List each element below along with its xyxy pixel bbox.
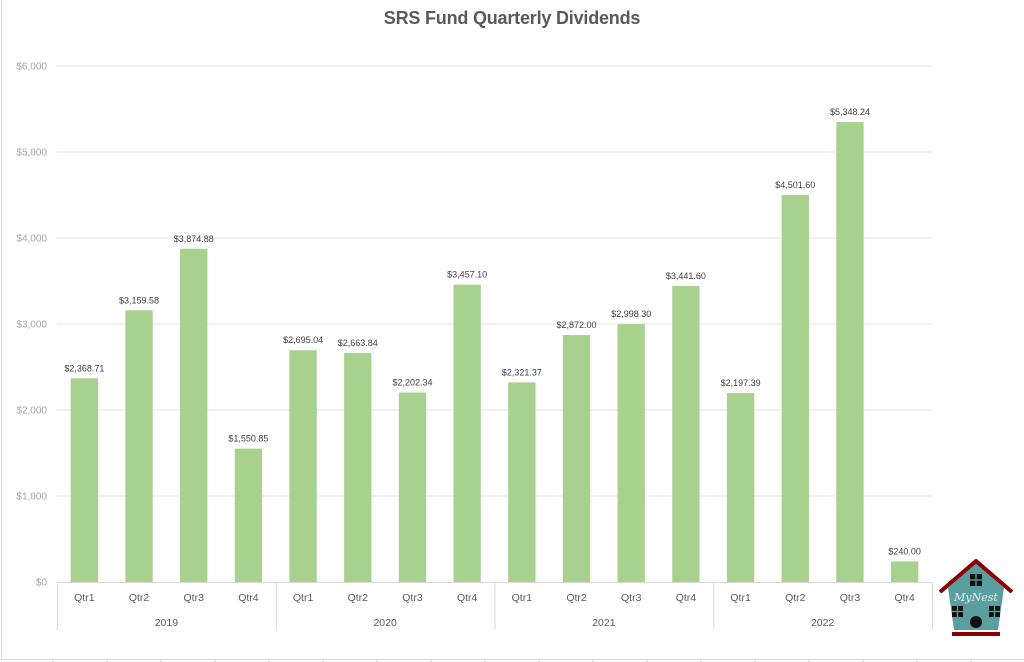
x-tick-label: Qtr4 — [457, 592, 478, 604]
bar — [781, 194, 809, 582]
x-group-label: 2019 — [155, 617, 179, 629]
bar — [70, 378, 99, 582]
x-tick-label: Qtr3 — [621, 592, 642, 604]
x-tick-label: Qtr3 — [402, 592, 423, 604]
data-label: $2,663.84 — [338, 338, 378, 348]
y-tick-label: $2,000 — [16, 406, 47, 417]
bar — [344, 352, 372, 582]
bar — [726, 393, 755, 582]
x-tick-label: Qtr3 — [840, 592, 861, 604]
x-group-label: 2020 — [373, 617, 397, 629]
mynest-logo: MyNest — [938, 559, 1014, 636]
x-tick-label: Qtr4 — [676, 592, 697, 604]
x-tick-label: Qtr1 — [512, 592, 533, 604]
data-label: $2,998.30 — [611, 309, 651, 319]
bar — [890, 561, 919, 582]
birdhouse-icon: MyNest — [938, 559, 1014, 636]
bar — [672, 286, 700, 582]
bar — [234, 448, 263, 582]
y-tick-label: $3,000 — [16, 320, 47, 331]
data-label: $2,368.71 — [64, 363, 104, 373]
y-tick-label: $6,000 — [16, 62, 47, 73]
data-label: $240.00 — [888, 546, 921, 556]
x-tick-label: Qtr4 — [894, 592, 915, 604]
x-tick-label: Qtr2 — [566, 592, 587, 604]
data-label: $2,695.04 — [283, 335, 323, 345]
bar — [289, 350, 317, 582]
y-tick-label: $5,000 — [16, 148, 47, 159]
chart-title: SRS Fund Quarterly Dividends — [383, 8, 641, 28]
data-label: $2,197.39 — [721, 378, 761, 388]
y-tick-label: $0 — [36, 578, 48, 589]
x-tick-label: Qtr1 — [74, 592, 95, 604]
data-label: $3,441.60 — [666, 271, 706, 281]
bar — [398, 392, 427, 582]
bar — [125, 310, 153, 582]
bar — [836, 122, 864, 582]
x-tick-label: Qtr4 — [238, 592, 259, 604]
x-group-label: 2022 — [811, 617, 835, 629]
data-label: $2,872.00 — [557, 320, 597, 330]
x-tick-label: Qtr1 — [293, 592, 314, 604]
bar — [562, 335, 591, 582]
x-tick-label: Qtr1 — [730, 592, 751, 604]
bar — [180, 248, 208, 582]
x-tick-label: Qtr3 — [184, 592, 205, 604]
data-label: $3,159.58 — [119, 295, 159, 305]
data-label: $1,550.85 — [228, 434, 268, 444]
y-tick-label: $4,000 — [16, 234, 47, 245]
data-label: $3,457.10 — [447, 270, 487, 280]
bar — [508, 382, 536, 582]
data-label: $5,348.24 — [830, 107, 870, 117]
data-label: $2,202.34 — [392, 378, 432, 388]
data-label: $3,874.88 — [174, 234, 214, 244]
logo-text: MyNest — [953, 591, 998, 604]
bar — [617, 324, 645, 582]
x-tick-label: Qtr2 — [129, 592, 150, 604]
x-group-label: 2021 — [592, 617, 616, 629]
data-label: $2,321.37 — [502, 367, 542, 377]
y-tick-label: $1,000 — [16, 492, 47, 503]
x-tick-label: Qtr2 — [785, 592, 806, 604]
x-tick-label: Qtr2 — [348, 592, 369, 604]
bar — [453, 284, 481, 582]
data-label: $4,501.60 — [775, 180, 815, 190]
